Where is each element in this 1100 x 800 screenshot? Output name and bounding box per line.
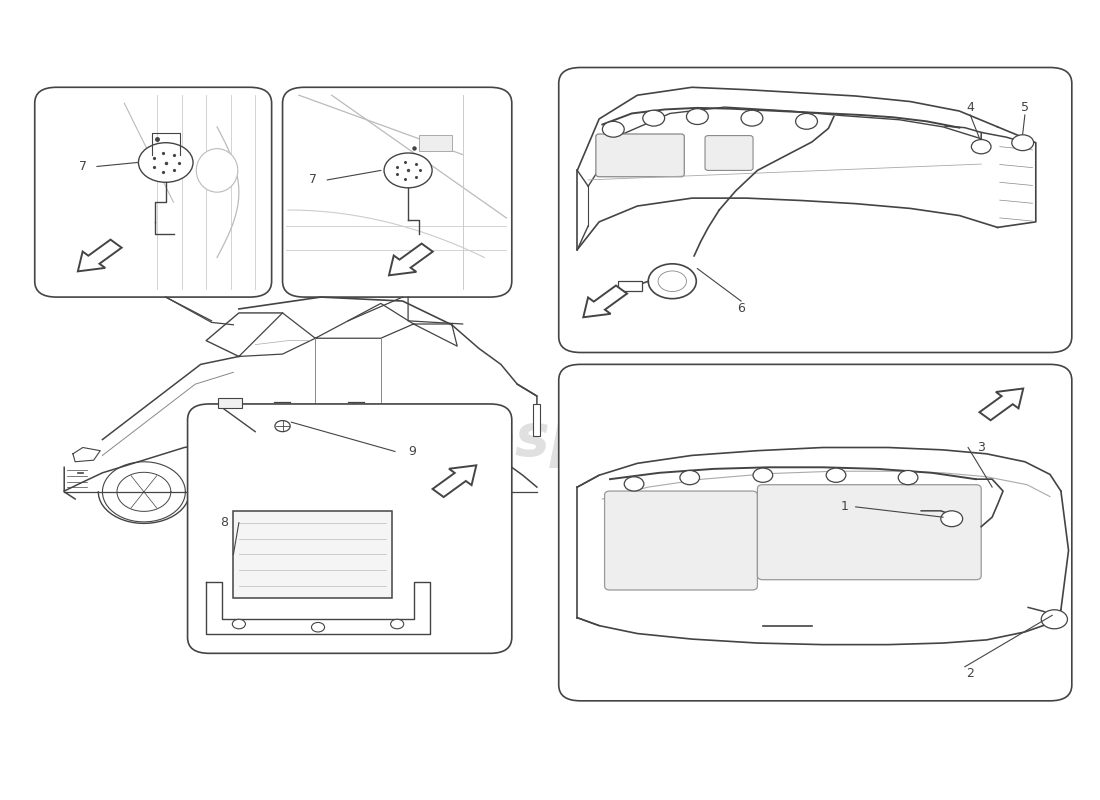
Polygon shape — [432, 466, 476, 497]
FancyBboxPatch shape — [758, 485, 981, 580]
Text: eurospares: eurospares — [365, 411, 735, 468]
Circle shape — [795, 114, 817, 130]
Text: 6: 6 — [737, 302, 745, 315]
FancyBboxPatch shape — [705, 135, 754, 170]
Circle shape — [680, 470, 700, 485]
FancyBboxPatch shape — [618, 282, 641, 290]
Text: 7: 7 — [309, 174, 317, 186]
Circle shape — [648, 264, 696, 298]
Polygon shape — [979, 389, 1023, 420]
FancyBboxPatch shape — [559, 67, 1071, 353]
Text: 2: 2 — [967, 666, 975, 680]
FancyBboxPatch shape — [419, 134, 452, 150]
Circle shape — [139, 142, 192, 182]
Text: 9: 9 — [408, 445, 416, 458]
FancyBboxPatch shape — [35, 87, 272, 297]
Circle shape — [311, 622, 324, 632]
Text: 4: 4 — [967, 101, 975, 114]
FancyBboxPatch shape — [283, 87, 512, 297]
Circle shape — [741, 110, 763, 126]
Circle shape — [826, 468, 846, 482]
Text: 3: 3 — [977, 441, 986, 454]
Circle shape — [603, 122, 624, 137]
Circle shape — [940, 511, 962, 526]
Circle shape — [754, 468, 772, 482]
Circle shape — [899, 470, 917, 485]
FancyBboxPatch shape — [188, 404, 512, 654]
Circle shape — [686, 109, 708, 125]
Circle shape — [1042, 610, 1067, 629]
Text: 7: 7 — [79, 160, 87, 173]
FancyBboxPatch shape — [233, 511, 392, 598]
Circle shape — [275, 421, 290, 432]
Circle shape — [658, 271, 686, 291]
Text: 5: 5 — [1021, 101, 1028, 114]
FancyBboxPatch shape — [605, 491, 758, 590]
Circle shape — [232, 619, 245, 629]
Circle shape — [624, 477, 644, 491]
Polygon shape — [583, 286, 627, 318]
FancyBboxPatch shape — [559, 364, 1071, 701]
Ellipse shape — [196, 149, 238, 192]
Circle shape — [971, 139, 991, 154]
FancyBboxPatch shape — [596, 134, 684, 177]
Circle shape — [642, 110, 664, 126]
FancyBboxPatch shape — [218, 398, 242, 408]
Circle shape — [390, 619, 404, 629]
Text: 8: 8 — [220, 516, 228, 530]
Text: 1: 1 — [840, 500, 849, 514]
Polygon shape — [389, 243, 432, 275]
Circle shape — [384, 153, 432, 188]
FancyBboxPatch shape — [532, 404, 540, 436]
Polygon shape — [78, 240, 122, 271]
Circle shape — [1012, 134, 1034, 150]
